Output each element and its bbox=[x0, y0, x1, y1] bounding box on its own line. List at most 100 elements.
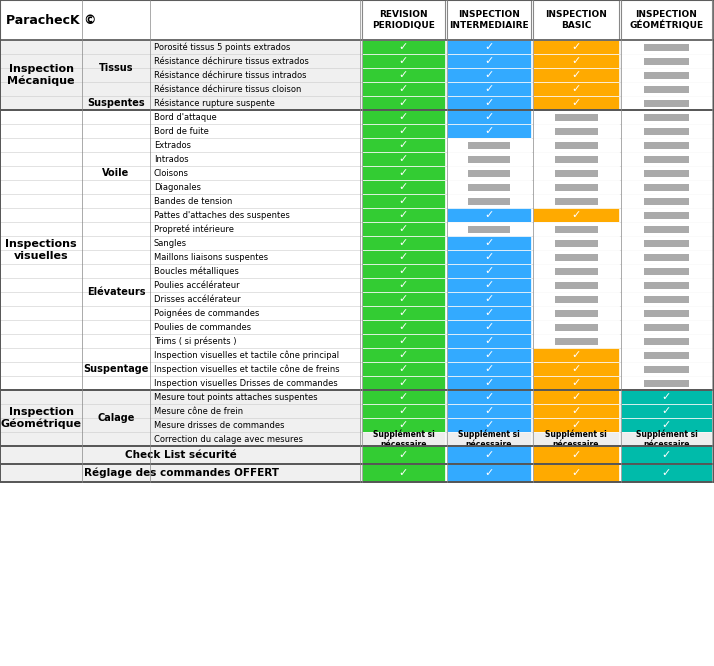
Bar bbox=[621, 110, 712, 124]
Bar bbox=[621, 432, 712, 446]
Text: ✓: ✓ bbox=[484, 56, 493, 66]
Bar bbox=[644, 85, 689, 93]
Text: ✓: ✓ bbox=[571, 450, 580, 460]
Bar bbox=[362, 362, 445, 376]
Bar bbox=[621, 404, 712, 418]
Text: Diagonales: Diagonales bbox=[154, 182, 201, 192]
Text: ✓: ✓ bbox=[399, 364, 408, 374]
Bar bbox=[644, 352, 689, 358]
Bar bbox=[150, 124, 360, 138]
Bar bbox=[447, 362, 531, 376]
Text: Check List sécurité: Check List sécurité bbox=[125, 450, 237, 460]
Bar bbox=[621, 390, 712, 404]
Bar bbox=[533, 446, 619, 464]
Text: ✓: ✓ bbox=[484, 420, 493, 430]
Bar bbox=[362, 348, 445, 362]
Text: Poulies de commandes: Poulies de commandes bbox=[154, 322, 251, 332]
Bar bbox=[533, 68, 619, 82]
Text: ✓: ✓ bbox=[484, 468, 493, 478]
Bar bbox=[447, 292, 531, 306]
Bar bbox=[0, 446, 362, 464]
Bar bbox=[362, 446, 445, 464]
Bar bbox=[621, 376, 712, 390]
Text: Suspentage: Suspentage bbox=[84, 364, 149, 374]
Bar bbox=[621, 446, 712, 464]
Text: ✓: ✓ bbox=[662, 450, 671, 460]
Bar bbox=[447, 404, 531, 418]
Text: ✓: ✓ bbox=[399, 322, 408, 332]
Text: ✓: ✓ bbox=[571, 350, 580, 360]
Bar bbox=[555, 240, 598, 246]
Bar bbox=[362, 0, 445, 40]
Text: ✓: ✓ bbox=[484, 392, 493, 402]
Bar bbox=[533, 306, 619, 320]
Text: Inspection visuelles Drisses de commandes: Inspection visuelles Drisses de commande… bbox=[154, 378, 338, 388]
Bar bbox=[447, 278, 531, 292]
Bar bbox=[555, 268, 598, 274]
Bar bbox=[555, 155, 598, 163]
Bar bbox=[533, 292, 619, 306]
Text: Trims ( si présents ): Trims ( si présents ) bbox=[154, 336, 236, 346]
Text: ✓: ✓ bbox=[399, 168, 408, 178]
Bar bbox=[644, 113, 689, 121]
Bar bbox=[555, 198, 598, 204]
Text: Bandes de tension: Bandes de tension bbox=[154, 196, 232, 206]
Text: ✓: ✓ bbox=[571, 468, 580, 478]
Bar bbox=[644, 170, 689, 176]
Text: ✓: ✓ bbox=[484, 238, 493, 248]
Bar bbox=[621, 40, 712, 54]
Text: ✓: ✓ bbox=[662, 420, 671, 430]
Text: ✓: ✓ bbox=[399, 392, 408, 402]
Text: ✓: ✓ bbox=[399, 468, 408, 478]
Bar bbox=[150, 264, 360, 278]
Bar bbox=[533, 320, 619, 334]
Text: ✓: ✓ bbox=[484, 308, 493, 318]
Bar bbox=[447, 124, 531, 138]
Text: ✓: ✓ bbox=[571, 42, 580, 52]
Text: ✓: ✓ bbox=[399, 210, 408, 220]
Bar bbox=[362, 222, 445, 236]
Bar bbox=[362, 152, 445, 166]
Bar bbox=[533, 418, 619, 432]
Bar bbox=[362, 418, 445, 432]
Bar bbox=[447, 334, 531, 348]
Text: ✓: ✓ bbox=[399, 140, 408, 150]
Text: Poulies accélérateur: Poulies accélérateur bbox=[154, 280, 240, 290]
Bar bbox=[362, 82, 445, 96]
Bar bbox=[533, 208, 619, 222]
Bar bbox=[533, 348, 619, 362]
Bar bbox=[150, 432, 360, 446]
Text: ✓: ✓ bbox=[399, 406, 408, 416]
Bar bbox=[644, 282, 689, 288]
Bar bbox=[644, 310, 689, 316]
Text: Sangles: Sangles bbox=[154, 238, 187, 248]
Bar bbox=[621, 320, 712, 334]
Text: Voile: Voile bbox=[102, 168, 130, 178]
Text: INSPECTION
BASIC: INSPECTION BASIC bbox=[545, 10, 607, 30]
Text: Bord d'attaque: Bord d'attaque bbox=[154, 113, 217, 121]
Bar bbox=[533, 0, 619, 40]
Bar bbox=[150, 54, 360, 68]
Bar bbox=[362, 208, 445, 222]
Text: Maillons liaisons suspentes: Maillons liaisons suspentes bbox=[154, 252, 268, 262]
Bar bbox=[533, 390, 619, 404]
Text: INSPECTION
INTERMEDIAIRE: INSPECTION INTERMEDIAIRE bbox=[449, 10, 529, 30]
Text: Propreté intérieure: Propreté intérieure bbox=[154, 224, 234, 234]
Text: ✓: ✓ bbox=[399, 252, 408, 262]
Text: Intrados: Intrados bbox=[154, 155, 188, 163]
Bar bbox=[447, 264, 531, 278]
Bar bbox=[621, 464, 712, 482]
Bar bbox=[644, 296, 689, 302]
Bar bbox=[0, 110, 714, 390]
Text: Supplément si
nécessaire: Supplément si nécessaire bbox=[635, 429, 698, 449]
Bar bbox=[362, 292, 445, 306]
Bar bbox=[447, 222, 531, 236]
Bar bbox=[621, 194, 712, 208]
Bar bbox=[362, 68, 445, 82]
Bar bbox=[150, 348, 360, 362]
Bar bbox=[555, 226, 598, 232]
Bar bbox=[150, 390, 360, 404]
Text: ParachecK ©: ParachecK © bbox=[6, 13, 96, 27]
Bar bbox=[533, 432, 619, 446]
Bar bbox=[150, 222, 360, 236]
